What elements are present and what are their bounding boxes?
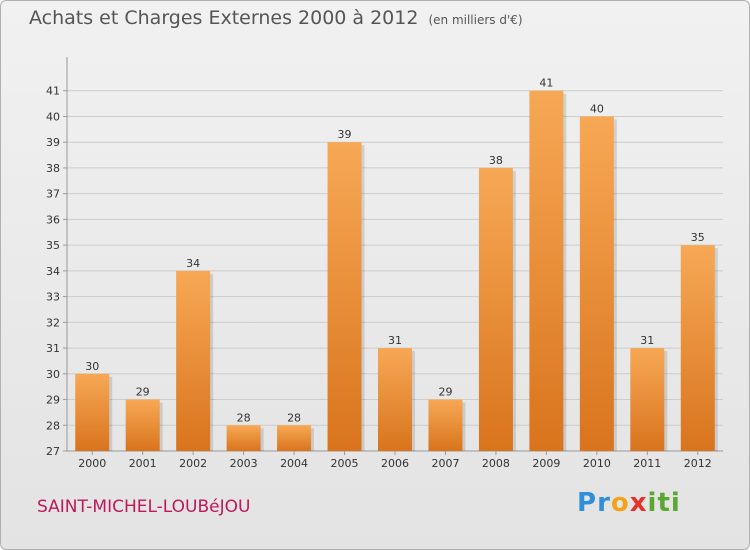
bar: [478, 167, 513, 451]
logo-letter: x: [629, 488, 648, 518]
logo-letter: i: [670, 488, 681, 518]
x-tick-label: 2006: [381, 457, 409, 470]
logo-letter: t: [657, 488, 671, 518]
data-label: 29: [438, 386, 452, 399]
data-label: 38: [489, 154, 503, 167]
data-label: 34: [186, 257, 200, 270]
unit-note: (en milliers d'€): [428, 13, 523, 27]
x-tick-label: 2009: [532, 457, 560, 470]
bar: [529, 90, 564, 451]
logo-letter: r: [597, 488, 611, 518]
bar: [176, 270, 211, 451]
x-tick-label: 2002: [179, 457, 207, 470]
bar: [378, 348, 412, 451]
x-tick-label: 2001: [129, 457, 157, 470]
proxiti-logo: Proxiti: [577, 488, 681, 518]
y-tick-label: 41: [46, 85, 60, 98]
bar: [75, 373, 110, 451]
y-tick-label: 32: [46, 316, 60, 329]
data-label: 35: [691, 231, 705, 244]
bar: [579, 116, 614, 451]
data-label: 39: [338, 128, 352, 141]
y-tick-label: 39: [46, 136, 60, 149]
title-text: Achats et Charges Externes 2000 à 2012: [29, 7, 419, 29]
bar: [680, 245, 715, 451]
data-label: 28: [287, 411, 301, 424]
x-tick-label: 2000: [78, 457, 106, 470]
data-label: 31: [640, 334, 654, 347]
y-tick-label: 38: [46, 162, 60, 175]
y-tick-label: 40: [46, 110, 60, 123]
bar: [277, 425, 312, 451]
data-label: 29: [136, 386, 150, 399]
bar: [428, 399, 463, 451]
data-label: 41: [539, 77, 553, 90]
x-tick-label: 2008: [482, 457, 510, 470]
x-tick-label: 2011: [633, 457, 661, 470]
x-tick-label: 2003: [230, 457, 258, 470]
x-tick-label: 2007: [431, 457, 459, 470]
y-tick-label: 33: [46, 291, 60, 304]
y-tick-label: 29: [46, 394, 60, 407]
x-tick-label: 2005: [331, 457, 359, 470]
data-label: 30: [85, 360, 99, 373]
y-tick-label: 37: [46, 188, 60, 201]
y-tick-label: 27: [46, 445, 60, 458]
chart-title: Achats et Charges Externes 2000 à 2012 (e…: [29, 7, 523, 29]
logo-letter: P: [577, 488, 598, 518]
y-tick-label: 34: [46, 265, 60, 278]
bar: [125, 399, 160, 451]
bar: [226, 425, 261, 451]
y-tick-label: 28: [46, 419, 60, 432]
bar: [630, 348, 665, 451]
logo-letter: i: [647, 488, 658, 518]
city-name: SAINT-MICHEL-LOUBéJOU: [37, 497, 251, 517]
logo-letter: o: [610, 488, 630, 518]
y-tick-label: 31: [46, 342, 60, 355]
x-tick-label: 2012: [684, 457, 712, 470]
y-tick-label: 35: [46, 239, 60, 252]
x-tick-label: 2010: [583, 457, 611, 470]
data-label: 31: [388, 334, 402, 347]
bar: [327, 142, 362, 451]
y-tick-label: 36: [46, 213, 60, 226]
data-label: 40: [590, 102, 604, 115]
data-label: 28: [237, 411, 251, 424]
y-tick-label: 30: [46, 368, 60, 381]
x-tick-label: 2004: [280, 457, 308, 470]
